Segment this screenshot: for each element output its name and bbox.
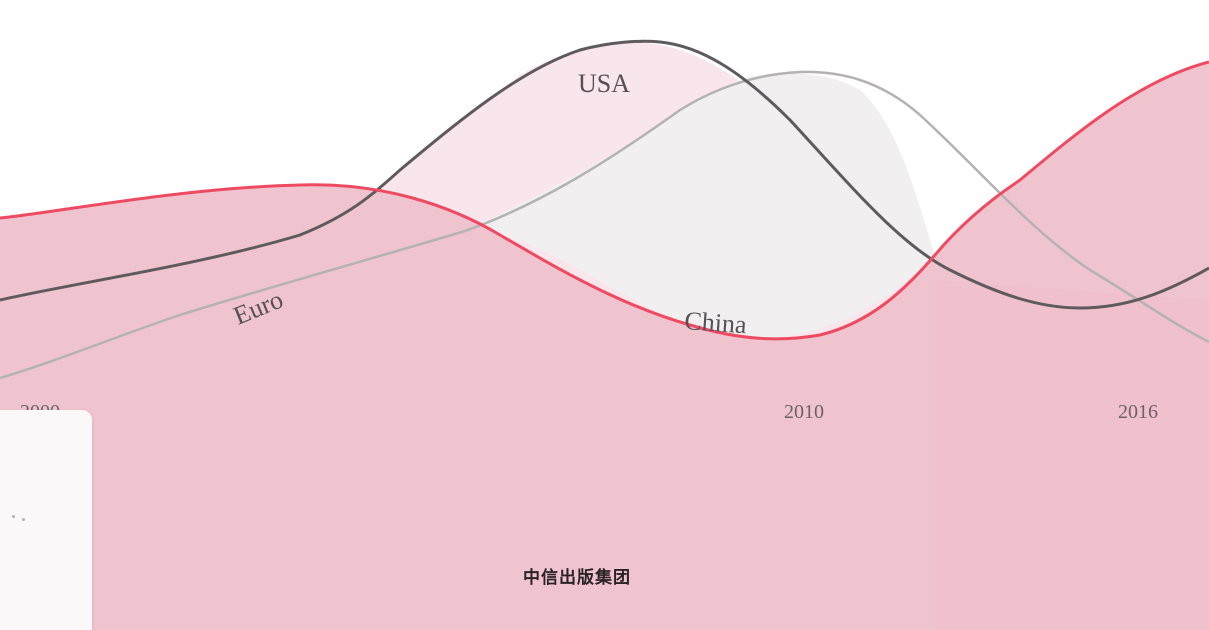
lower-right-band <box>935 280 1209 630</box>
china-label: China <box>684 306 748 339</box>
dark-pink-area <box>0 62 1209 630</box>
year-label-2016: 2016 <box>1118 401 1158 423</box>
sticker-speck <box>12 515 15 518</box>
sticker-speck <box>22 518 25 521</box>
usa-line <box>0 39 1209 310</box>
euro-line <box>0 70 1209 380</box>
sticker-label <box>0 410 92 630</box>
publisher-name: 中信出版集团 <box>523 568 631 588</box>
grey-overlap-area <box>462 73 935 338</box>
china-line <box>0 60 1209 341</box>
year-label-2010: 2010 <box>784 401 824 423</box>
usa-label: USA <box>578 69 630 98</box>
